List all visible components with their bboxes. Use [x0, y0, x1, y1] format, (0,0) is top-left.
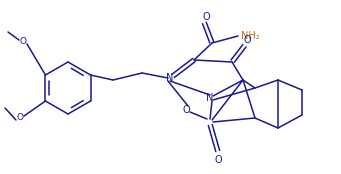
Text: N: N [166, 73, 174, 83]
Text: O: O [182, 105, 190, 115]
Text: O: O [19, 38, 27, 46]
Text: NH₂: NH₂ [241, 31, 259, 41]
Text: O: O [202, 12, 210, 22]
Text: O: O [243, 35, 251, 45]
Text: O: O [214, 155, 222, 165]
Text: O: O [16, 113, 24, 122]
Text: N: N [206, 93, 214, 103]
